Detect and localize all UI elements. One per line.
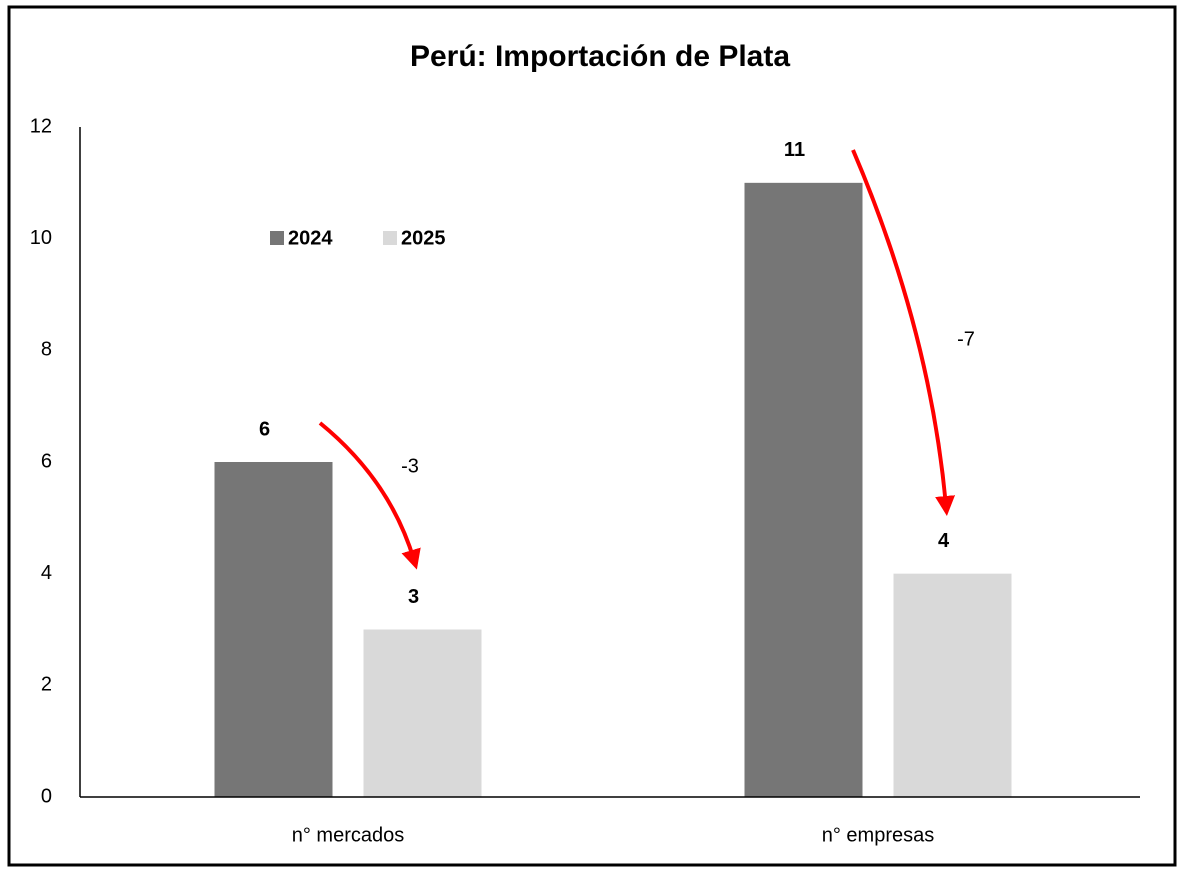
arrow (851, 149, 956, 516)
bar (214, 462, 333, 797)
legend-swatch (270, 231, 284, 245)
annotation: -3 (401, 455, 419, 477)
y-tick-label: 10 (30, 227, 52, 249)
value-label: 6 (259, 418, 270, 440)
bar (893, 573, 1012, 797)
legend-label: 2024 (288, 227, 333, 249)
y-tick-label: 12 (30, 115, 52, 137)
arrow (318, 421, 421, 570)
value-label: 4 (938, 530, 950, 552)
bar (744, 182, 863, 798)
value-label: 3 (408, 586, 419, 608)
bar (363, 629, 482, 797)
legend-label: 2025 (401, 227, 446, 249)
value-label: 11 (784, 139, 805, 161)
annotation: -7 (957, 328, 975, 350)
x-tick-label: n° mercados (292, 824, 405, 846)
legend-swatch (383, 231, 397, 245)
y-tick-label: 2 (41, 674, 52, 696)
y-tick-label: 8 (41, 339, 52, 361)
x-tick-label: n° empresas (822, 824, 935, 846)
y-tick-label: 6 (41, 450, 52, 472)
chart-title: Perú: Importación de Plata (410, 40, 790, 73)
y-tick-label: 4 (41, 562, 52, 584)
y-tick-label: 0 (41, 785, 52, 807)
